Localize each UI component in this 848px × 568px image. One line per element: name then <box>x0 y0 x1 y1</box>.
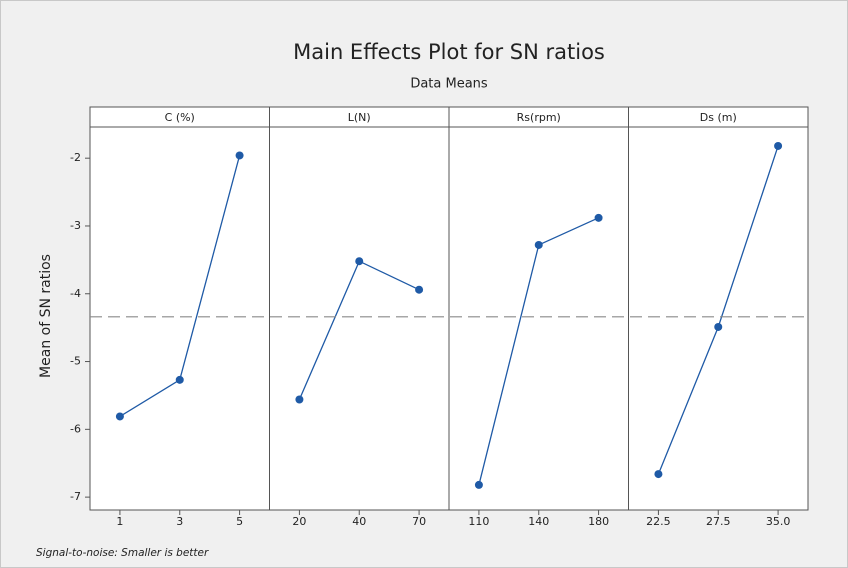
panel-title: L(N) <box>348 111 371 124</box>
panel-title: Ds (m) <box>700 111 737 124</box>
x-tick-label: 180 <box>588 515 609 528</box>
x-tick-label: 35.0 <box>766 515 791 528</box>
x-tick-label: 110 <box>468 515 489 528</box>
x-tick-label: 70 <box>412 515 426 528</box>
x-tick-label: 20 <box>292 515 306 528</box>
point <box>774 141 783 150</box>
point <box>415 285 424 294</box>
footnote: Signal-to-noise: Smaller is better <box>36 547 209 559</box>
x-tick-label: 22.5 <box>646 515 671 528</box>
x-tick-label: 1 <box>116 515 123 528</box>
point <box>295 395 304 404</box>
point <box>534 240 543 249</box>
y-axis-label: Mean of SN ratios <box>38 254 54 378</box>
y-tick-label: -6 <box>70 422 81 435</box>
y-tick-label: -5 <box>70 355 81 368</box>
y-tick-label: -4 <box>70 287 81 300</box>
x-tick-label: 140 <box>528 515 549 528</box>
x-tick-label: 3 <box>176 515 183 528</box>
point <box>235 151 244 160</box>
x-tick-label: 27.5 <box>706 515 731 528</box>
chart-title: Main Effects Plot for SN ratios <box>293 40 605 64</box>
point <box>714 322 723 331</box>
point <box>115 412 124 421</box>
point <box>175 375 184 384</box>
panel-title: Rs(rpm) <box>517 111 561 124</box>
y-tick-label: -3 <box>70 219 81 232</box>
point <box>654 470 663 479</box>
x-tick-label: 5 <box>236 515 243 528</box>
chart-subtitle: Data Means <box>410 77 488 92</box>
x-tick-label: 40 <box>352 515 366 528</box>
point <box>355 257 364 266</box>
y-tick-label: -7 <box>70 490 81 503</box>
panel-title: C (%) <box>165 111 195 124</box>
y-tick-label: -2 <box>70 151 81 164</box>
point <box>474 480 483 489</box>
point <box>594 213 603 222</box>
